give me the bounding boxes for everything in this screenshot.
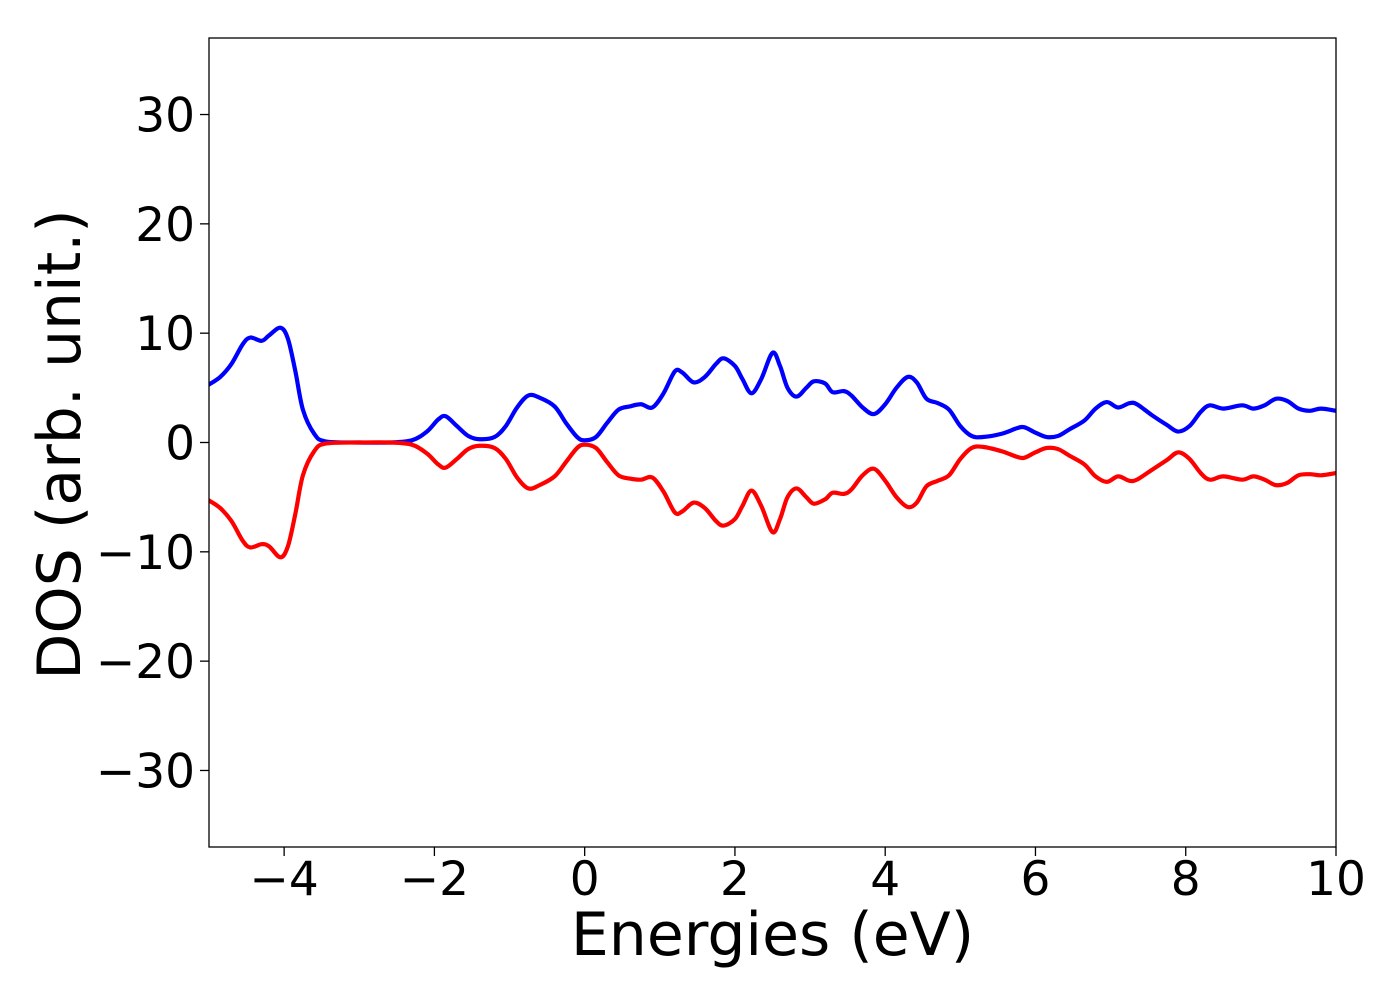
x-tick-label: 4 (870, 852, 900, 907)
y-tick-label: 10 (135, 307, 195, 362)
y-tick-label: −20 (96, 635, 195, 690)
dos-series-red-line (209, 440, 1336, 560)
x-tick-label: −2 (400, 852, 469, 907)
x-tick-label: 8 (1171, 852, 1201, 907)
x-axis-title: Energies (eV) (571, 900, 974, 970)
plot-area (209, 325, 1336, 560)
y-tick-label: 20 (135, 198, 195, 253)
x-tick-label: 6 (1021, 852, 1051, 907)
x-tick-label: 10 (1306, 852, 1366, 907)
y-axis-title: DOS (arb. unit.) (25, 209, 95, 679)
x-tick-label: 0 (570, 852, 600, 907)
x-tick-label: 2 (720, 852, 750, 907)
x-tick-label: −4 (249, 852, 318, 907)
y-tick-label: 0 (165, 417, 195, 472)
y-tick-label: 30 (135, 89, 195, 144)
y-tick-label: −10 (96, 526, 195, 581)
y-tick-label: −30 (96, 744, 195, 799)
x-axis-ticks: −4 −2 0 2 4 6 8 10 (249, 847, 1366, 907)
dos-series-blue-line (209, 325, 1336, 445)
y-axis-ticks: −30 −20 −10 0 10 20 30 (96, 89, 209, 799)
